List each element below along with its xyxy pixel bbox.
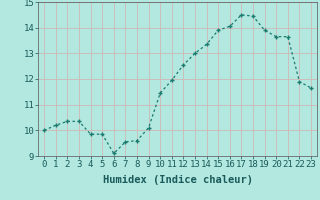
X-axis label: Humidex (Indice chaleur): Humidex (Indice chaleur) bbox=[103, 175, 252, 185]
